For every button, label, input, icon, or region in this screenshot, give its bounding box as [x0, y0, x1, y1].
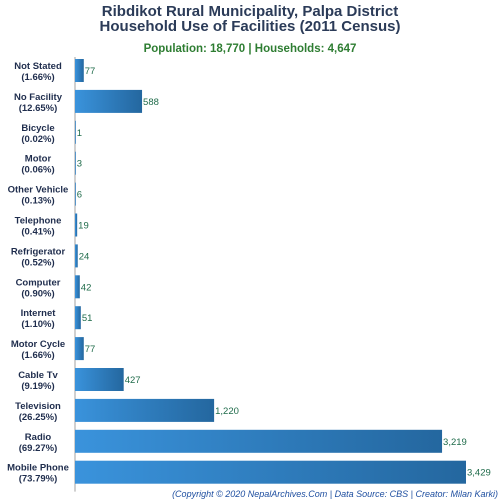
bar-television [75, 398, 215, 422]
category-percent-label: (69.27%) [19, 443, 58, 454]
value-label: 1,220 [215, 406, 239, 417]
category-label: Refrigerator [11, 246, 66, 257]
category-percent-label: (0.90%) [21, 288, 54, 299]
category-percent-label: (0.52%) [21, 257, 54, 268]
category-label: Computer [16, 277, 61, 288]
category-label: Cable Tv [18, 370, 58, 381]
category-percent-label: (0.41%) [21, 227, 54, 238]
category-label: Television [15, 401, 61, 412]
category-percent-label: (1.10%) [21, 319, 54, 330]
bar-internet [75, 306, 81, 330]
category-percent-label: (26.25%) [19, 412, 58, 423]
category-label: No Facility [14, 92, 63, 103]
chart-title: Ribdikot Rural Municipality, Palpa Distr… [101, 3, 399, 20]
value-label: 24 [79, 251, 90, 262]
bar-refrigerator [75, 244, 78, 268]
category-label: Radio [25, 432, 52, 443]
category-label: Motor [25, 154, 52, 165]
category-percent-label: (73.79%) [19, 474, 58, 485]
value-label: 77 [85, 66, 96, 77]
category-percent-label: (1.66%) [21, 350, 54, 361]
category-label: Bicycle [21, 123, 54, 134]
bar-telephone [75, 213, 78, 237]
category-label: Internet [21, 308, 57, 319]
category-label: Motor Cycle [11, 339, 65, 350]
category-percent-label: (0.02%) [21, 134, 54, 145]
bar-other-vehicle [75, 182, 76, 206]
bar-not-stated [75, 59, 84, 82]
chart-summary: Population: 18,770 | Households: 4,647 [143, 43, 357, 55]
bar-cable-tv [75, 368, 124, 391]
category-label: Mobile Phone [7, 463, 69, 474]
bar-radio [75, 429, 443, 453]
chart-title-line-2: Household Use of Facilities (2011 Census… [99, 18, 401, 35]
value-label: 6 [77, 190, 82, 201]
category-label: Other Vehicle [8, 185, 69, 196]
value-label: 3 [77, 159, 82, 170]
category-percent-label: (1.66%) [21, 72, 54, 83]
value-label: 42 [81, 282, 92, 293]
category-percent-label: (0.13%) [21, 196, 54, 207]
bar-motor-cycle [75, 337, 84, 361]
value-label: 77 [85, 344, 96, 355]
bar-mobile-phone [75, 460, 466, 484]
value-label: 3,429 [467, 468, 491, 479]
value-label: 19 [78, 221, 89, 232]
value-label: 588 [143, 97, 159, 108]
value-label: 51 [82, 313, 93, 324]
category-label: Telephone [15, 216, 62, 227]
footer-credit: (Copyright © 2020 NepalArchives.Com | Da… [172, 489, 498, 499]
category-percent-label: (12.65%) [19, 103, 58, 114]
value-label: 1 [77, 128, 82, 139]
value-label: 3,219 [443, 437, 467, 448]
bar-computer [75, 275, 80, 299]
bar-no-facility [75, 89, 143, 113]
category-label: Not Stated [14, 61, 62, 72]
category-percent-label: (9.19%) [21, 381, 54, 392]
category-percent-label: (0.06%) [21, 165, 54, 176]
bar-bicycle [75, 120, 76, 144]
value-label: 427 [125, 375, 141, 386]
bar-motor [75, 151, 76, 175]
